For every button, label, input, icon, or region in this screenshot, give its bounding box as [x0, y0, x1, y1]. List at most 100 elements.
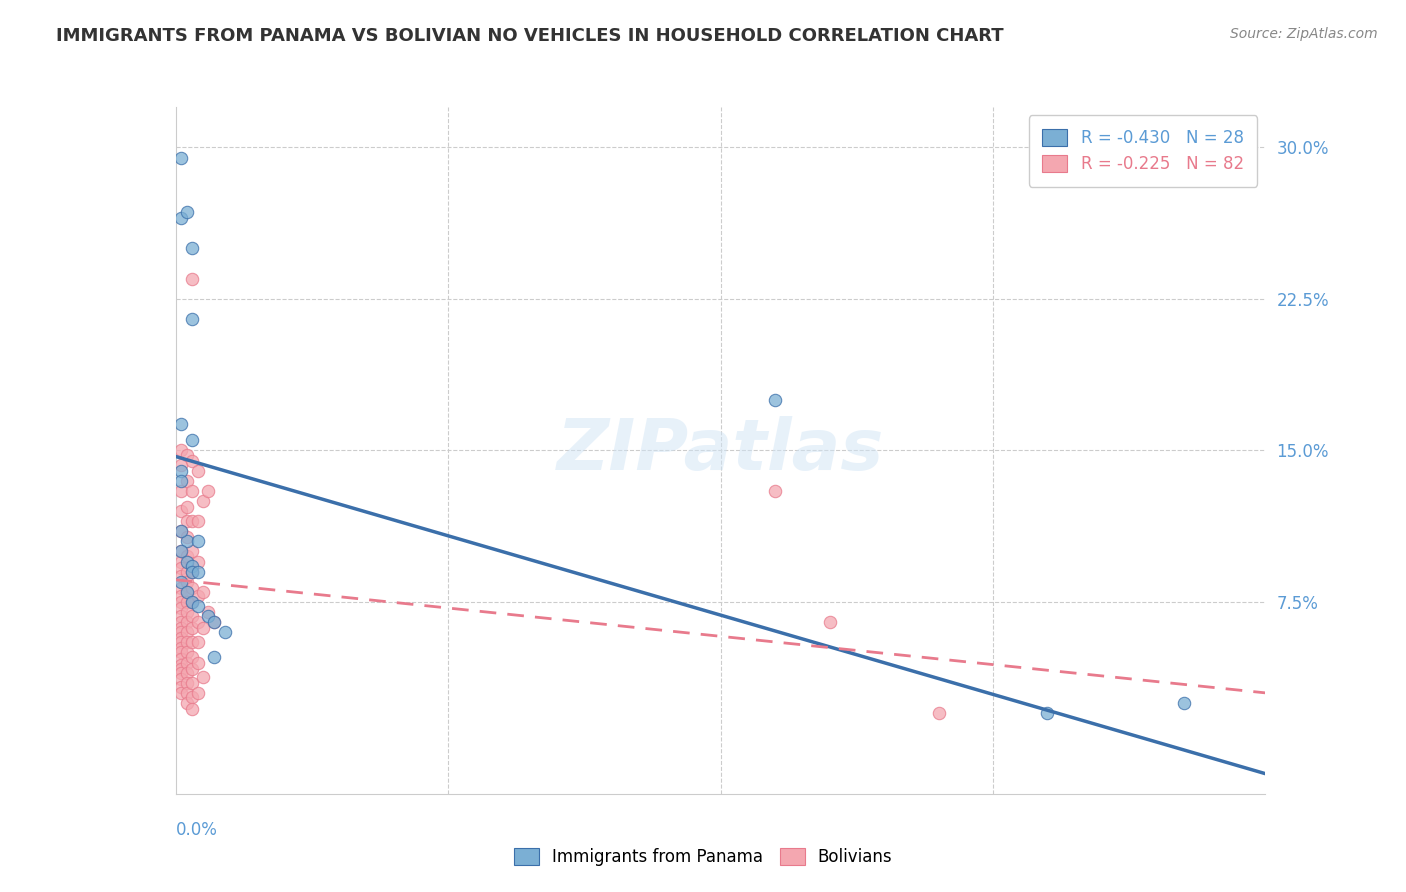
Point	[181, 595, 204, 609]
Point	[170, 632, 193, 646]
Point	[170, 581, 193, 595]
Point	[763, 483, 786, 498]
Point	[181, 675, 204, 690]
Point	[170, 651, 193, 665]
Point	[181, 702, 204, 716]
Point	[181, 453, 204, 467]
Point	[191, 494, 214, 508]
Point	[170, 568, 193, 582]
Point	[170, 625, 193, 640]
Point	[176, 585, 198, 599]
Point	[197, 605, 219, 619]
Point	[181, 635, 204, 649]
Point	[186, 599, 209, 613]
Point	[176, 448, 198, 462]
Point	[181, 514, 204, 528]
Point	[202, 615, 225, 630]
Point	[170, 621, 193, 635]
Point	[170, 641, 193, 656]
Point	[170, 483, 193, 498]
Point	[191, 670, 214, 684]
Point	[1173, 696, 1195, 710]
Point	[818, 615, 841, 630]
Point	[170, 474, 193, 488]
Point	[197, 609, 219, 624]
Point	[170, 657, 193, 672]
Point	[181, 483, 204, 498]
Point	[170, 615, 193, 630]
Point	[181, 242, 204, 256]
Legend: Immigrants from Panama, Bolivians: Immigrants from Panama, Bolivians	[505, 840, 901, 875]
Point	[176, 656, 198, 670]
Point	[181, 621, 204, 635]
Point	[176, 665, 198, 680]
Point	[191, 621, 214, 635]
Point	[170, 524, 193, 539]
Point	[181, 662, 204, 676]
Legend: R = -0.430   N = 28, R = -0.225   N = 82: R = -0.430 N = 28, R = -0.225 N = 82	[1029, 115, 1257, 186]
Point	[186, 514, 209, 528]
Point	[170, 544, 193, 558]
Point	[202, 649, 225, 664]
Point	[181, 312, 204, 326]
Point	[928, 706, 950, 720]
Point	[170, 645, 193, 659]
Point	[170, 211, 193, 226]
Point	[176, 534, 198, 549]
Point	[176, 605, 198, 619]
Point	[170, 443, 193, 458]
Point	[170, 417, 193, 432]
Point	[191, 585, 214, 599]
Point	[170, 686, 193, 700]
Point	[176, 625, 198, 640]
Point	[170, 635, 193, 649]
Point	[170, 595, 193, 609]
Point	[170, 680, 193, 694]
Point	[181, 581, 204, 595]
Point	[170, 151, 193, 165]
Point	[170, 504, 193, 518]
Point	[170, 544, 193, 558]
Text: IMMIGRANTS FROM PANAMA VS BOLIVIAN NO VEHICLES IN HOUSEHOLD CORRELATION CHART: IMMIGRANTS FROM PANAMA VS BOLIVIAN NO VE…	[56, 27, 1004, 45]
Point	[170, 672, 193, 686]
Point	[181, 565, 204, 579]
Point	[181, 558, 204, 573]
Point	[181, 649, 204, 664]
Point	[176, 555, 198, 569]
Point	[170, 560, 193, 574]
Point	[170, 574, 193, 589]
Point	[176, 615, 198, 630]
Point	[170, 609, 193, 624]
Point	[181, 434, 204, 448]
Point	[214, 625, 236, 640]
Point	[176, 565, 198, 579]
Point	[186, 615, 209, 630]
Point	[170, 458, 193, 472]
Point	[176, 500, 198, 514]
Point	[176, 574, 198, 589]
Point	[186, 565, 209, 579]
Point	[176, 645, 198, 659]
Point	[176, 530, 198, 544]
Point	[176, 635, 198, 649]
Point	[176, 675, 198, 690]
Point	[181, 609, 204, 624]
Point	[186, 656, 209, 670]
Point	[181, 690, 204, 704]
Point	[176, 514, 198, 528]
Point	[170, 589, 193, 603]
Point	[176, 474, 198, 488]
Point	[170, 555, 193, 569]
Point	[181, 565, 204, 579]
Text: ZIPatlas: ZIPatlas	[557, 416, 884, 485]
Point	[181, 271, 204, 285]
Point	[186, 555, 209, 569]
Point	[170, 665, 193, 680]
Point	[202, 615, 225, 630]
Point	[176, 686, 198, 700]
Point	[186, 686, 209, 700]
Point	[763, 392, 786, 407]
Point	[176, 549, 198, 563]
Point	[170, 662, 193, 676]
Point	[186, 635, 209, 649]
